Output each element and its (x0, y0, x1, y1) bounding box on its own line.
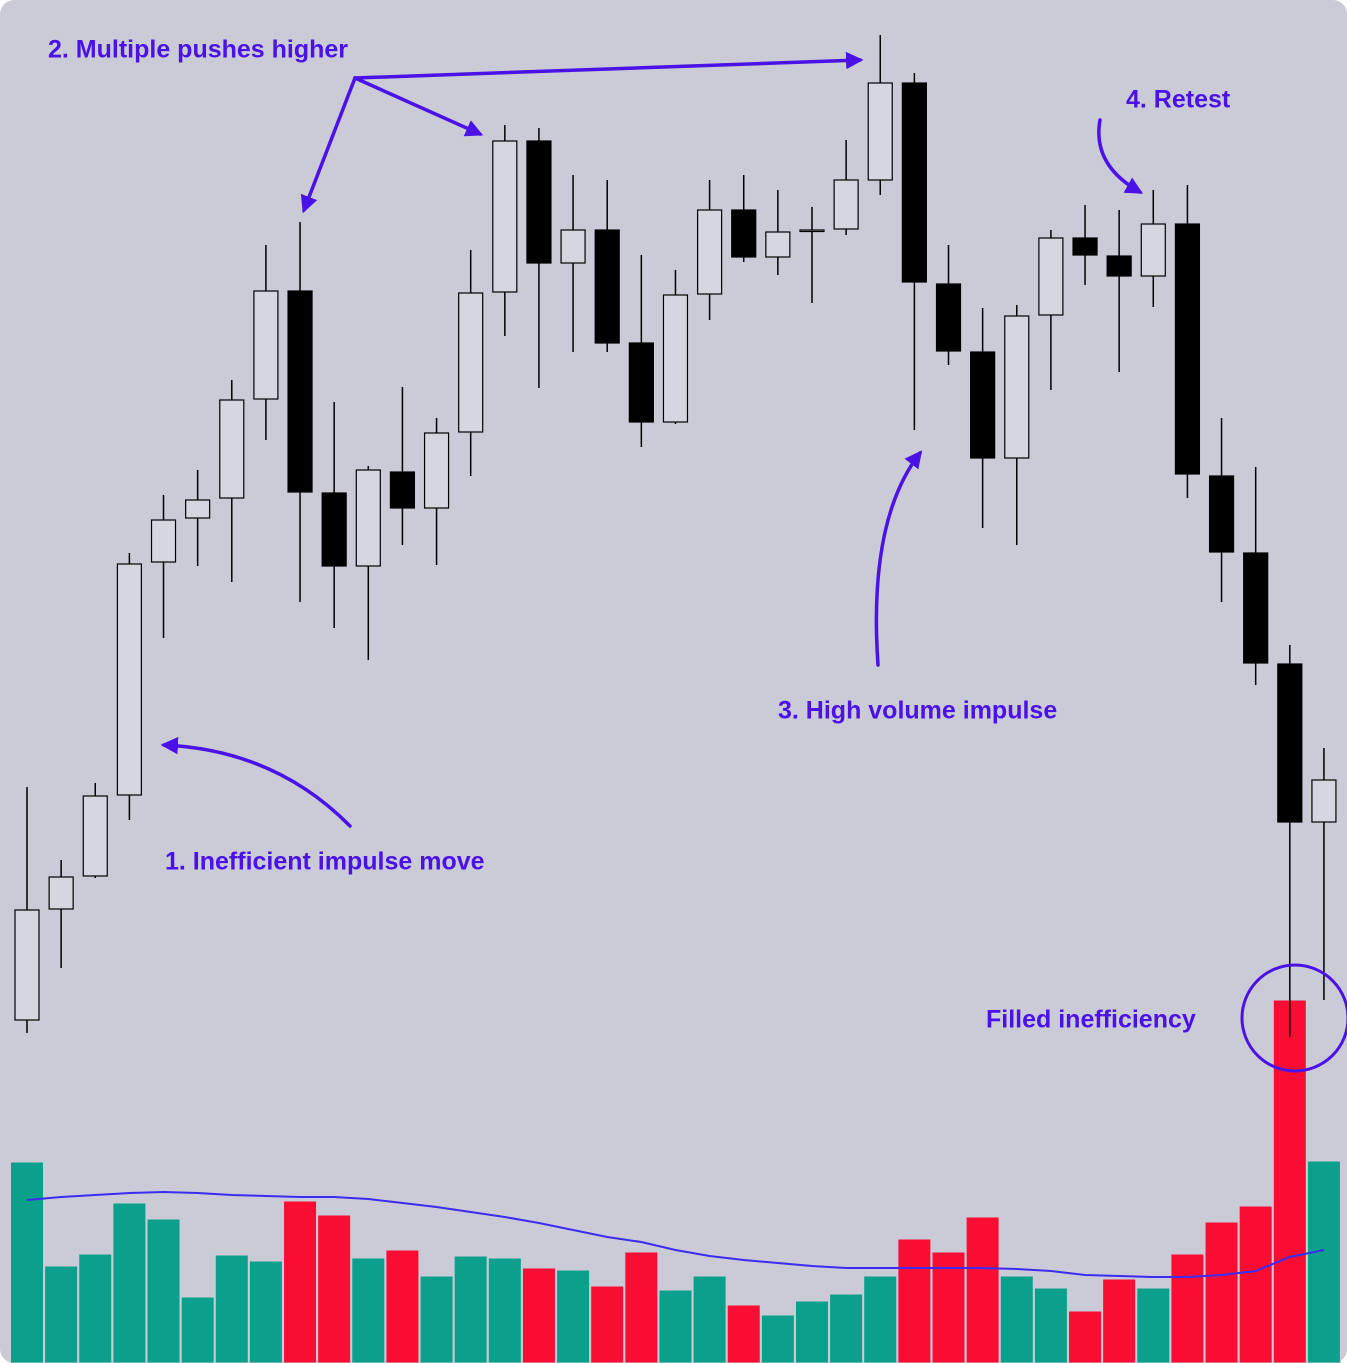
arrow (160, 736, 352, 828)
volume-bar (351, 1257, 386, 1363)
volume-ma-line (26, 1190, 1325, 1278)
candle-body (696, 209, 723, 295)
candle-body (1243, 552, 1269, 664)
arrow (874, 450, 923, 667)
candle-body (594, 229, 620, 344)
volume-bar (829, 1293, 864, 1363)
volume-bar (146, 1218, 181, 1363)
volume-bar (794, 1300, 829, 1363)
plot-area (10, 35, 1341, 1363)
volume-bar (863, 1275, 898, 1363)
volume-bar (965, 1216, 1000, 1363)
volume-bar (1033, 1287, 1068, 1363)
candle-body (935, 283, 962, 352)
annotation: 2. Multiple pushes higher (48, 36, 348, 64)
candle-body (731, 209, 757, 258)
candle-body (628, 342, 654, 423)
annotation: Filled inefficiency (986, 1006, 1196, 1034)
candle-body (14, 909, 40, 1021)
arrow (353, 76, 484, 137)
candle-body (1106, 255, 1132, 277)
candle-body (901, 82, 927, 283)
volume-bar (658, 1289, 693, 1363)
candle-body (1277, 663, 1303, 823)
candle-body (1140, 223, 1166, 277)
candle-body (116, 563, 142, 796)
candle-body (355, 469, 381, 567)
volume-bar (112, 1202, 147, 1363)
annotation: 3. High volume impulse (778, 697, 1057, 725)
volume-bar (1136, 1287, 1171, 1363)
candle-body (799, 229, 825, 233)
candle-body (253, 290, 279, 400)
candle-body (492, 140, 518, 293)
volume-bar (931, 1251, 966, 1363)
volume-bar (1068, 1310, 1103, 1363)
candle-body (1174, 223, 1201, 475)
arrow (353, 51, 864, 80)
volume-bar (78, 1253, 113, 1363)
arrow (300, 76, 357, 214)
candle-body (867, 82, 893, 181)
candle-body (150, 519, 177, 563)
volume-bar (419, 1275, 454, 1363)
candle-body (82, 795, 108, 877)
annotation: 1. Inefficient impulse move (165, 848, 485, 876)
arrow (1097, 118, 1144, 194)
volume-bar (317, 1214, 352, 1363)
candle-body (389, 471, 416, 509)
annotation-arrows (160, 51, 1347, 1073)
candle-body (185, 499, 211, 519)
volume-bar (590, 1285, 625, 1363)
volume-bar (10, 1161, 44, 1363)
candle-body (458, 292, 484, 433)
candle-body (1038, 237, 1064, 316)
volume-bar (1170, 1253, 1205, 1363)
annotation: 4. Retest (1126, 86, 1231, 114)
candle-body (1208, 475, 1235, 553)
volume-bar (999, 1275, 1034, 1363)
volume-bar (624, 1251, 659, 1363)
candle-body (48, 876, 74, 910)
highlight-circle (1240, 963, 1347, 1073)
volume-bar (385, 1249, 420, 1363)
candle-body (321, 492, 347, 567)
volume-bar (726, 1304, 761, 1363)
candle-body (526, 140, 552, 264)
candle-body (423, 432, 450, 509)
candle-body (833, 179, 859, 230)
volume-bar (897, 1238, 932, 1363)
candle-body (560, 229, 586, 264)
volume-bar (1272, 999, 1307, 1363)
volume-bar (214, 1254, 249, 1363)
volume-bar (692, 1275, 727, 1363)
volume-bar (248, 1260, 283, 1363)
candle-body (287, 290, 313, 493)
volume-bar (180, 1296, 215, 1363)
volume-bar (760, 1314, 795, 1363)
volume-bar (283, 1200, 318, 1363)
volume-bar (1306, 1160, 1341, 1363)
candle-body (1004, 315, 1030, 459)
volume-bar (487, 1257, 522, 1363)
candle-body (1311, 779, 1337, 823)
volume-bar (521, 1267, 556, 1363)
volume-bar (1102, 1278, 1137, 1363)
candle-body (1072, 237, 1098, 256)
candle-body (765, 231, 791, 258)
volume-bar (1204, 1221, 1239, 1363)
candle-body (219, 399, 245, 499)
volume-bar (556, 1269, 591, 1363)
volume-bar (44, 1265, 79, 1363)
volume-bar (1238, 1205, 1273, 1363)
volume-bar (453, 1255, 488, 1363)
candle-body (662, 294, 689, 423)
candle-body (970, 351, 996, 459)
